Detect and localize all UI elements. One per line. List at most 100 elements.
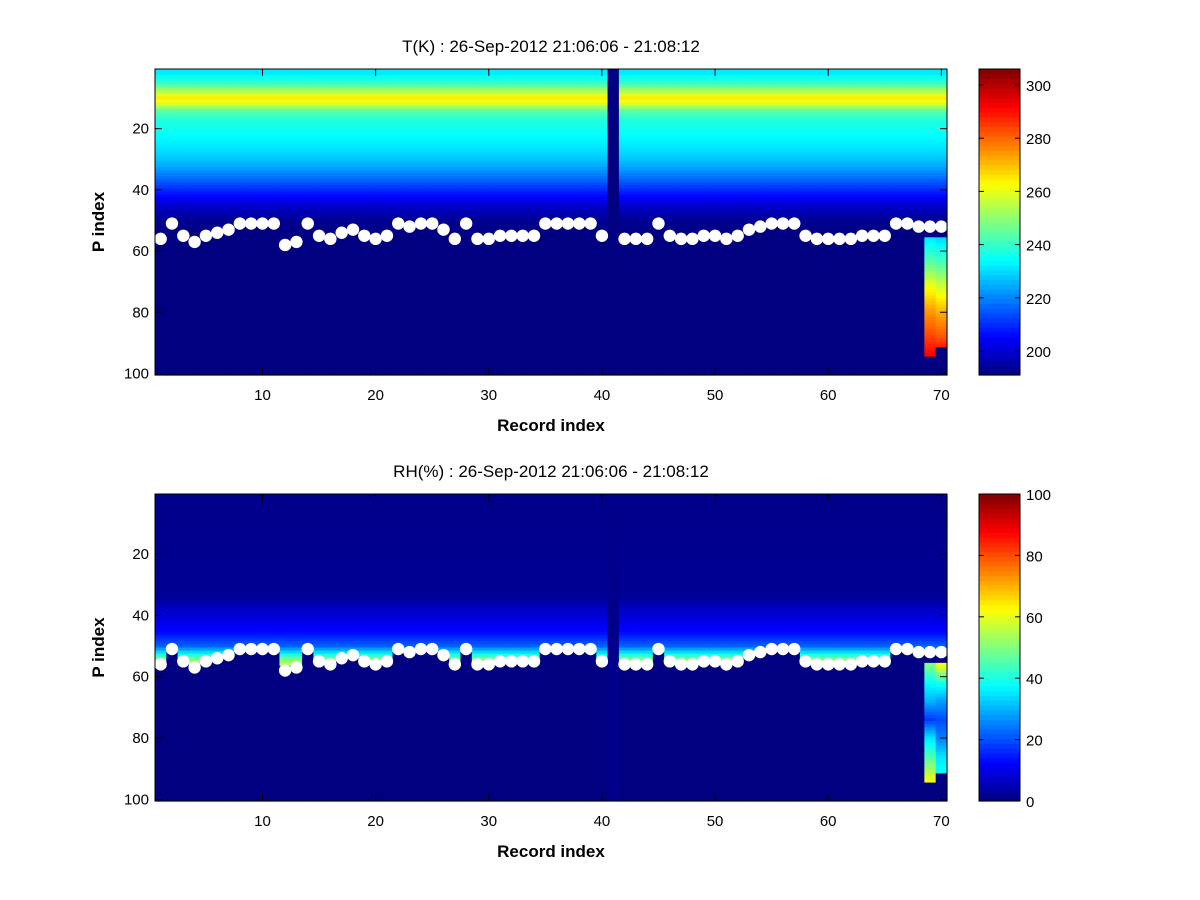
heatmap-cell (403, 99, 416, 104)
heatmap-cell (358, 234, 371, 376)
heatmap-cell (618, 84, 631, 88)
heatmap-cell (268, 151, 281, 156)
heatmap-cell (449, 598, 462, 603)
heatmap-cell (517, 494, 529, 504)
heatmap-cell (403, 154, 416, 159)
heatmap-cell (856, 108, 869, 113)
heatmap-cell (924, 99, 937, 104)
heatmap-cell (743, 114, 756, 119)
colorbar-segment (979, 73, 1020, 80)
heatmap-cell (765, 93, 778, 98)
heatmap-cell (652, 203, 665, 208)
surface-marker (833, 232, 846, 246)
heatmap-cell (256, 191, 269, 196)
heatmap-cell (754, 209, 767, 214)
heatmap-cell (573, 225, 586, 376)
heatmap-cell (211, 613, 224, 618)
heatmap-cell (460, 182, 473, 186)
heatmap-cell (256, 87, 269, 92)
heatmap-cell (924, 197, 937, 202)
heatmap-cell (845, 93, 858, 98)
heatmap-cell (347, 206, 360, 211)
heatmap-cell (913, 151, 925, 156)
heatmap-cell (833, 191, 846, 196)
heatmap-cell (313, 151, 326, 156)
heatmap-cell (799, 160, 812, 165)
heatmap-cell (754, 203, 767, 208)
heatmap-cell (302, 90, 314, 95)
heatmap-cell (935, 289, 948, 293)
heatmap-cell (777, 209, 790, 214)
heatmap-cell (358, 561, 371, 575)
heatmap-cell (369, 650, 382, 655)
heatmap-cell (517, 647, 529, 652)
heatmap-cell (777, 127, 790, 131)
heatmap-cell (528, 151, 541, 156)
heatmap-cell (471, 206, 484, 211)
heatmap-cell (392, 127, 405, 131)
heatmap-cell (460, 173, 473, 177)
heatmap-cell (460, 163, 473, 168)
heatmap-cell (369, 218, 382, 223)
heatmap-cell (924, 310, 937, 315)
heatmap-cell (890, 69, 903, 76)
colorbar-segment (979, 293, 1020, 300)
heatmap-cell (777, 203, 790, 208)
heatmap-cell (415, 573, 428, 584)
heatmap-cell (290, 185, 303, 189)
heatmap-cell (664, 166, 677, 171)
heatmap-cell (494, 209, 507, 214)
heatmap-cell (856, 160, 869, 165)
heatmap-cell (313, 638, 326, 642)
heatmap-cell (358, 173, 371, 177)
heatmap-cell (799, 114, 812, 119)
heatmap-cell (494, 173, 507, 177)
heatmap-cell (573, 117, 586, 122)
heatmap-cell (867, 209, 880, 214)
heatmap-cell (494, 218, 507, 223)
heatmap-cell (754, 212, 767, 217)
heatmap-cell (811, 154, 824, 159)
heatmap-cell (460, 151, 473, 156)
heatmap-cell (935, 145, 948, 150)
heatmap-cell (833, 142, 846, 147)
heatmap-cell (437, 145, 450, 150)
heatmap-cell (256, 185, 269, 189)
heatmap-cell (720, 139, 733, 144)
heatmap-cell (765, 173, 778, 177)
heatmap-cell (279, 503, 292, 514)
heatmap-cell (324, 179, 337, 183)
heatmap-cell (381, 78, 394, 82)
heatmap-cell (618, 212, 631, 217)
heatmap-cell (562, 78, 575, 82)
heatmap-cell (222, 209, 235, 214)
heatmap-cell (460, 604, 473, 609)
heatmap-cell (618, 69, 631, 76)
heatmap-cell (279, 96, 292, 101)
heatmap-cell (347, 87, 360, 92)
heatmap-cell (743, 148, 756, 153)
heatmap-cell (381, 533, 394, 544)
heatmap-cell (935, 338, 948, 342)
heatmap-cell (551, 105, 563, 110)
heatmap-cell (517, 641, 529, 646)
heatmap-cell (358, 650, 371, 655)
heatmap-cell (505, 99, 518, 104)
heatmap-cell (675, 93, 688, 98)
heatmap-cell (290, 543, 303, 553)
heatmap-cell (188, 592, 201, 599)
heatmap-cell (652, 148, 665, 153)
heatmap-cell (924, 270, 937, 275)
heatmap-cell (822, 225, 835, 229)
heatmap-cell (381, 99, 394, 104)
heatmap-cell (313, 179, 326, 183)
heatmap-cell (777, 121, 790, 125)
heatmap-cell (924, 182, 937, 186)
heatmap-cell (415, 157, 428, 162)
heatmap-cell (505, 543, 518, 553)
heatmap-cell (765, 127, 778, 131)
heatmap-cell (245, 105, 258, 110)
heatmap-cell (732, 185, 744, 189)
heatmap-cell (935, 228, 948, 238)
heatmap-cell (403, 524, 416, 535)
